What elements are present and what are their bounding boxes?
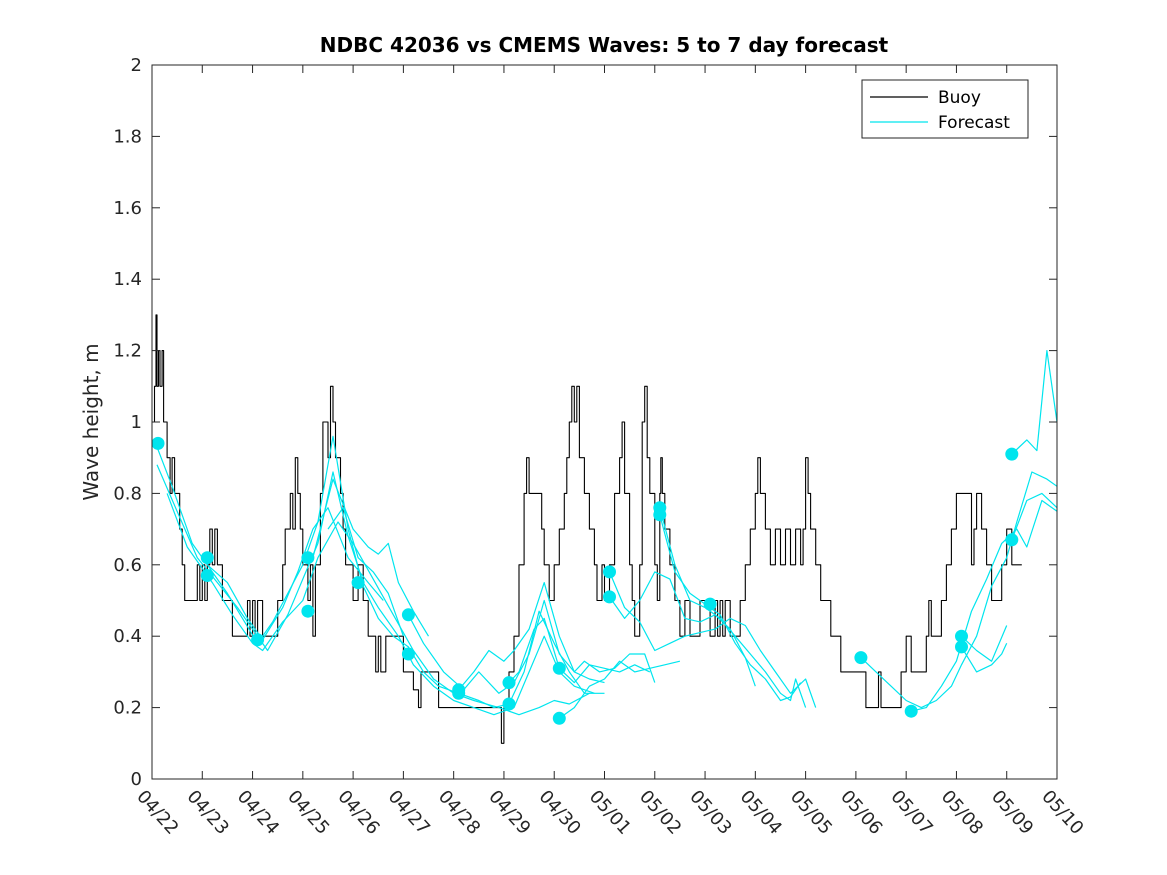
series-buoy-line [152, 314, 1022, 744]
series-forecast-line-8 [458, 582, 656, 691]
forecast-marker-23 [955, 640, 968, 654]
y-tick-label-8: 1.6 [113, 198, 142, 219]
forecast-marker-8 [401, 647, 415, 661]
forecast-marker-12 [502, 697, 516, 711]
forecast-marker-14 [552, 711, 566, 725]
series-forecast-line-6 [312, 478, 430, 637]
series-forecast-line-5 [327, 507, 404, 637]
y-tick-label-6: 1.2 [113, 341, 142, 362]
forecast-marker-20 [854, 651, 868, 665]
series-forecast-line-16 [911, 499, 1057, 712]
forecast-marker-19 [703, 597, 717, 611]
plot-area [152, 314, 1057, 744]
series-forecast-line-13 [659, 507, 807, 708]
y-axis-label: Wave height, m [79, 343, 103, 500]
y-tick-label-5: 1 [131, 412, 142, 433]
series-forecast-line-1 [156, 435, 605, 709]
series-forecast-line-12 [609, 571, 756, 687]
y-tick-label-2: 0.4 [113, 626, 142, 647]
series-forecast-line-14 [659, 514, 802, 702]
forecast-marker-21 [904, 704, 918, 718]
series-forecast-line-3 [166, 493, 590, 716]
series-forecast-line-18 [960, 643, 1008, 673]
series-forecast-line-2 [156, 464, 595, 716]
series-forecast-line-19 [1011, 350, 1057, 455]
y-tick-label-7: 1.4 [113, 269, 142, 290]
forecast-marker-18 [653, 508, 667, 522]
forecast-marker-22 [955, 629, 968, 643]
forecast-marker-10 [452, 686, 466, 700]
forecast-marker-15 [603, 565, 616, 579]
y-tick-label-3: 0.6 [113, 555, 142, 576]
series-forecast-line-20 [1011, 492, 1057, 541]
forecast-marker-1 [200, 551, 214, 565]
forecast-marker-5 [301, 604, 315, 618]
legend-label-1: Forecast [938, 113, 1010, 133]
y-tick-label-10: 2 [131, 55, 142, 76]
forecast-marker-25 [1005, 533, 1019, 547]
forecast-marker-3 [251, 633, 265, 647]
y-tick-label-1: 0.2 [113, 698, 142, 719]
legend-label-0: Buoy [938, 88, 981, 108]
y-tick-label-0: 0 [131, 769, 142, 790]
legend-box [861, 79, 1029, 139]
forecast-marker-2 [200, 569, 214, 582]
series-group [152, 314, 1057, 744]
y-tick-label-9: 1.8 [113, 126, 142, 147]
forecast-marker-13 [552, 661, 566, 675]
forecast-marker-24 [1005, 447, 1019, 461]
legend: Buoy Forecast [861, 79, 1029, 139]
series-forecast-line-15 [860, 471, 1057, 709]
y-tick-label-4: 0.8 [113, 483, 142, 504]
forecast-marker-11 [502, 676, 516, 690]
forecast-marker-4 [301, 551, 315, 565]
chart-title: NDBC 42036 vs CMEMS Waves: 5 to 7 day fo… [320, 33, 889, 57]
series-forecast-line-17 [961, 625, 1008, 662]
forecast-marker-0 [152, 436, 165, 450]
series-forecast-line-4 [206, 507, 384, 641]
forecast-marker-16 [603, 590, 616, 604]
forecast-marker-6 [351, 576, 365, 590]
series-forecast-line-11 [608, 571, 817, 708]
series-forecast-line-9 [508, 617, 651, 684]
series-forecast-line-10 [558, 660, 681, 719]
forecast-marker-7 [401, 608, 415, 622]
